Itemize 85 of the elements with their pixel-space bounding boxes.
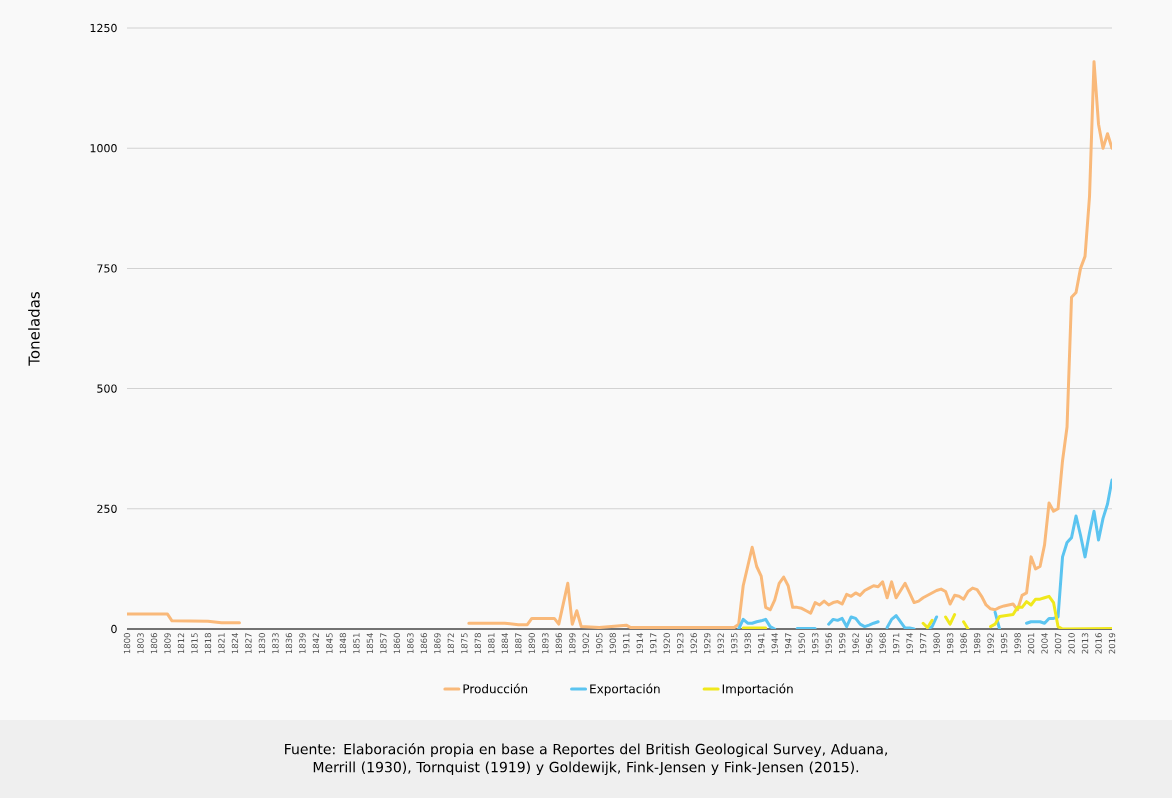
x-tick-label: 1884 [501, 633, 509, 654]
x-tick-label: 1938 [744, 633, 751, 654]
x-tick-label: 1899 [569, 633, 576, 654]
y-tick-label: 500 [97, 384, 117, 393]
x-tick-label: 1863 [407, 633, 414, 654]
x-tick-label: 1881 [488, 633, 495, 654]
x-tick-label: 1941 [757, 633, 765, 654]
x-tick-label: 1905 [596, 633, 603, 654]
x-tick-label: 1851 [353, 633, 360, 654]
x-tick-label: 1848 [339, 633, 347, 654]
x-tick-label: 1944 [771, 633, 778, 654]
x-tick-label: 1974 [906, 633, 913, 654]
x-tick-label: 1812 [177, 633, 185, 654]
x-tick-label: 1953 [811, 633, 819, 654]
y-tick-label: 750 [97, 264, 117, 273]
legend-label: Exportación [590, 683, 660, 696]
x-tick-label: 2010 [1068, 633, 1075, 654]
x-tick-label: 1809 [164, 633, 171, 654]
x-tick-label: 1989 [973, 633, 981, 654]
x-tick-label: 1902 [582, 633, 589, 654]
x-tick-label: 1920 [663, 633, 670, 654]
x-tick-label: 1968 [879, 633, 886, 654]
x-tick-label: 1959 [838, 633, 846, 654]
y-tick-label: 250 [97, 504, 117, 513]
x-tick-label: 1995 [1000, 633, 1008, 654]
x-tick-label: 1992 [987, 633, 994, 654]
x-tick-label: 1947 [784, 633, 792, 654]
x-tick-label: 2004 [1041, 633, 1048, 654]
x-tick-label: 1980 [933, 633, 940, 654]
x-tick-label: 1806 [150, 633, 158, 654]
x-tick-label: 1893 [542, 633, 549, 654]
y-tick-label: 1250 [90, 23, 117, 33]
x-tick-label: 1869 [434, 633, 441, 654]
x-tick-label: 1923 [677, 633, 684, 654]
x-tick-label: 1872 [447, 633, 455, 654]
x-tick-label: 1815 [191, 633, 198, 654]
y-tick-label: 0 [111, 624, 117, 634]
x-tick-label: 1935 [730, 633, 738, 654]
x-tick-label: 1875 [461, 633, 468, 654]
x-tick-label: 1896 [555, 633, 563, 654]
x-tick-label: 1878 [474, 633, 482, 654]
x-tick-label: 2007 [1054, 633, 1062, 654]
x-tick-label: 1833 [272, 633, 279, 654]
x-tick-label: 1845 [326, 633, 333, 654]
x-tick-label: 1926 [690, 633, 697, 654]
x-tick-label: 1803 [137, 633, 144, 654]
x-tick-label: 1854 [366, 633, 374, 654]
x-tick-label: 1800 [123, 633, 131, 654]
x-tick-label: 2001 [1027, 633, 1035, 654]
x-tick-label: 1983 [946, 633, 954, 654]
x-tick-label: 1887 [515, 633, 522, 654]
x-tick-label: 1839 [299, 633, 306, 654]
x-tick-label: 2013 [1081, 633, 1089, 654]
x-tick-label: 1827 [245, 633, 252, 654]
x-tick-label: 1818 [204, 633, 212, 654]
y-axis-title: Toneladas [28, 292, 40, 366]
x-tick-label: 1911 [623, 633, 630, 654]
x-tick-label: 1950 [798, 633, 805, 654]
x-tick-label: 1971 [892, 633, 900, 654]
legend-label: Importación [722, 683, 793, 696]
source-note: Fuente: Elaboración propia en base a Reportes del British Geological Survey, Aduana, Merrill (1930), Tornquist (1919) y Goldewijk, Fink-Jensen y Fink-Jensen (2015). [285, 742, 888, 776]
x-tick-label: 1956 [825, 633, 832, 654]
x-tick-label: 1965 [865, 633, 873, 654]
x-tick-label: 1857 [380, 633, 387, 654]
x-tick-label: 1962 [852, 633, 859, 654]
x-tick-label: 1998 [1014, 633, 1021, 654]
x-tick-label: 1824 [231, 633, 239, 654]
x-tick-label: 1890 [528, 633, 536, 654]
x-tick-label: 1866 [420, 633, 428, 654]
legend-label: Producción [463, 683, 528, 694]
y-tick-label: 1000 [90, 144, 117, 153]
x-tick-label: 1914 [636, 633, 643, 654]
x-tick-label: 1836 [285, 633, 293, 654]
x-tick-label: 2019 [1108, 633, 1116, 654]
x-tick-label: 1932 [717, 633, 724, 654]
x-tick-label: 1842 [312, 633, 320, 654]
x-tick-label: 1830 [258, 633, 266, 654]
x-tick-label: 1986 [960, 633, 967, 654]
x-tick-label: 2016 [1095, 633, 1102, 654]
x-tick-label: 1860 [393, 633, 401, 654]
x-tick-label: 1917 [650, 633, 657, 654]
x-tick-label: 1977 [919, 633, 927, 654]
x-tick-label: 1929 [704, 633, 711, 654]
x-tick-label: 1821 [218, 633, 225, 654]
x-tick-label: 1908 [609, 633, 616, 654]
